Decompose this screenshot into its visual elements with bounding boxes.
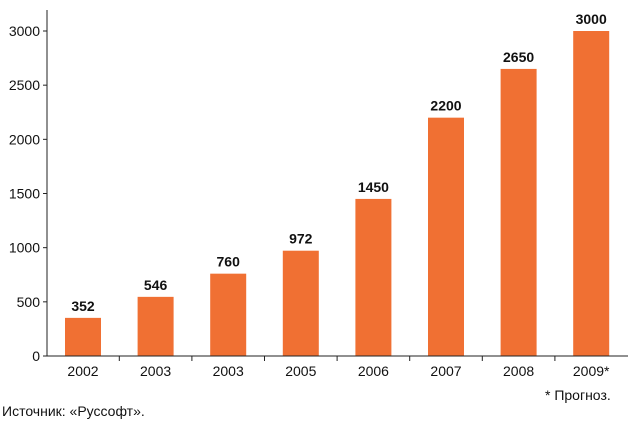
x-tick-label: 2009* — [573, 363, 610, 379]
x-axis-labels: 2002 2003 2003 2005 2006 2007 2008 2009* — [67, 356, 610, 379]
x-tick-label: 2002 — [67, 363, 98, 379]
bar-2008 — [500, 68, 537, 357]
x-tick-label: 2003 — [140, 363, 171, 379]
y-tick-label: 0 — [32, 348, 40, 364]
data-label: 2650 — [503, 49, 534, 65]
x-tick-label: 2007 — [430, 363, 461, 379]
bar-2005 — [282, 250, 319, 356]
y-tick-label: 500 — [17, 294, 41, 310]
x-tick-label: 2005 — [285, 363, 316, 379]
bar-2003 — [210, 273, 247, 356]
data-label: 760 — [217, 254, 241, 270]
bar-2009* — [573, 31, 610, 356]
x-tick-label: 2008 — [503, 363, 534, 379]
y-tick-label: 2000 — [9, 131, 40, 147]
data-label: 3000 — [576, 11, 607, 27]
data-label: 546 — [144, 277, 168, 293]
bar-2006 — [355, 198, 392, 356]
data-labels: 352 546 760 972 1450 2200 2650 3000 — [71, 11, 607, 314]
bar-2007 — [428, 117, 464, 357]
footnote: * Прогноз. — [545, 387, 611, 403]
bars — [65, 31, 610, 357]
data-label: 972 — [289, 231, 313, 247]
y-tick-label: 3000 — [9, 23, 40, 39]
y-axis-ticks: 0 500 1000 1500 2000 2500 3000 — [9, 23, 47, 364]
data-label: 352 — [71, 298, 95, 314]
source-note: Источник: «Руссофт». — [2, 403, 145, 419]
data-label: 1450 — [358, 179, 389, 195]
bar-2003 — [137, 296, 174, 356]
y-tick-label: 1000 — [9, 240, 40, 256]
y-tick-label: 2500 — [9, 77, 40, 93]
x-tick-label: 2003 — [213, 363, 244, 379]
bar-2002 — [65, 317, 101, 356]
data-label: 2200 — [430, 98, 461, 114]
x-tick-label: 2006 — [358, 363, 389, 379]
y-tick-label: 1500 — [9, 186, 40, 202]
